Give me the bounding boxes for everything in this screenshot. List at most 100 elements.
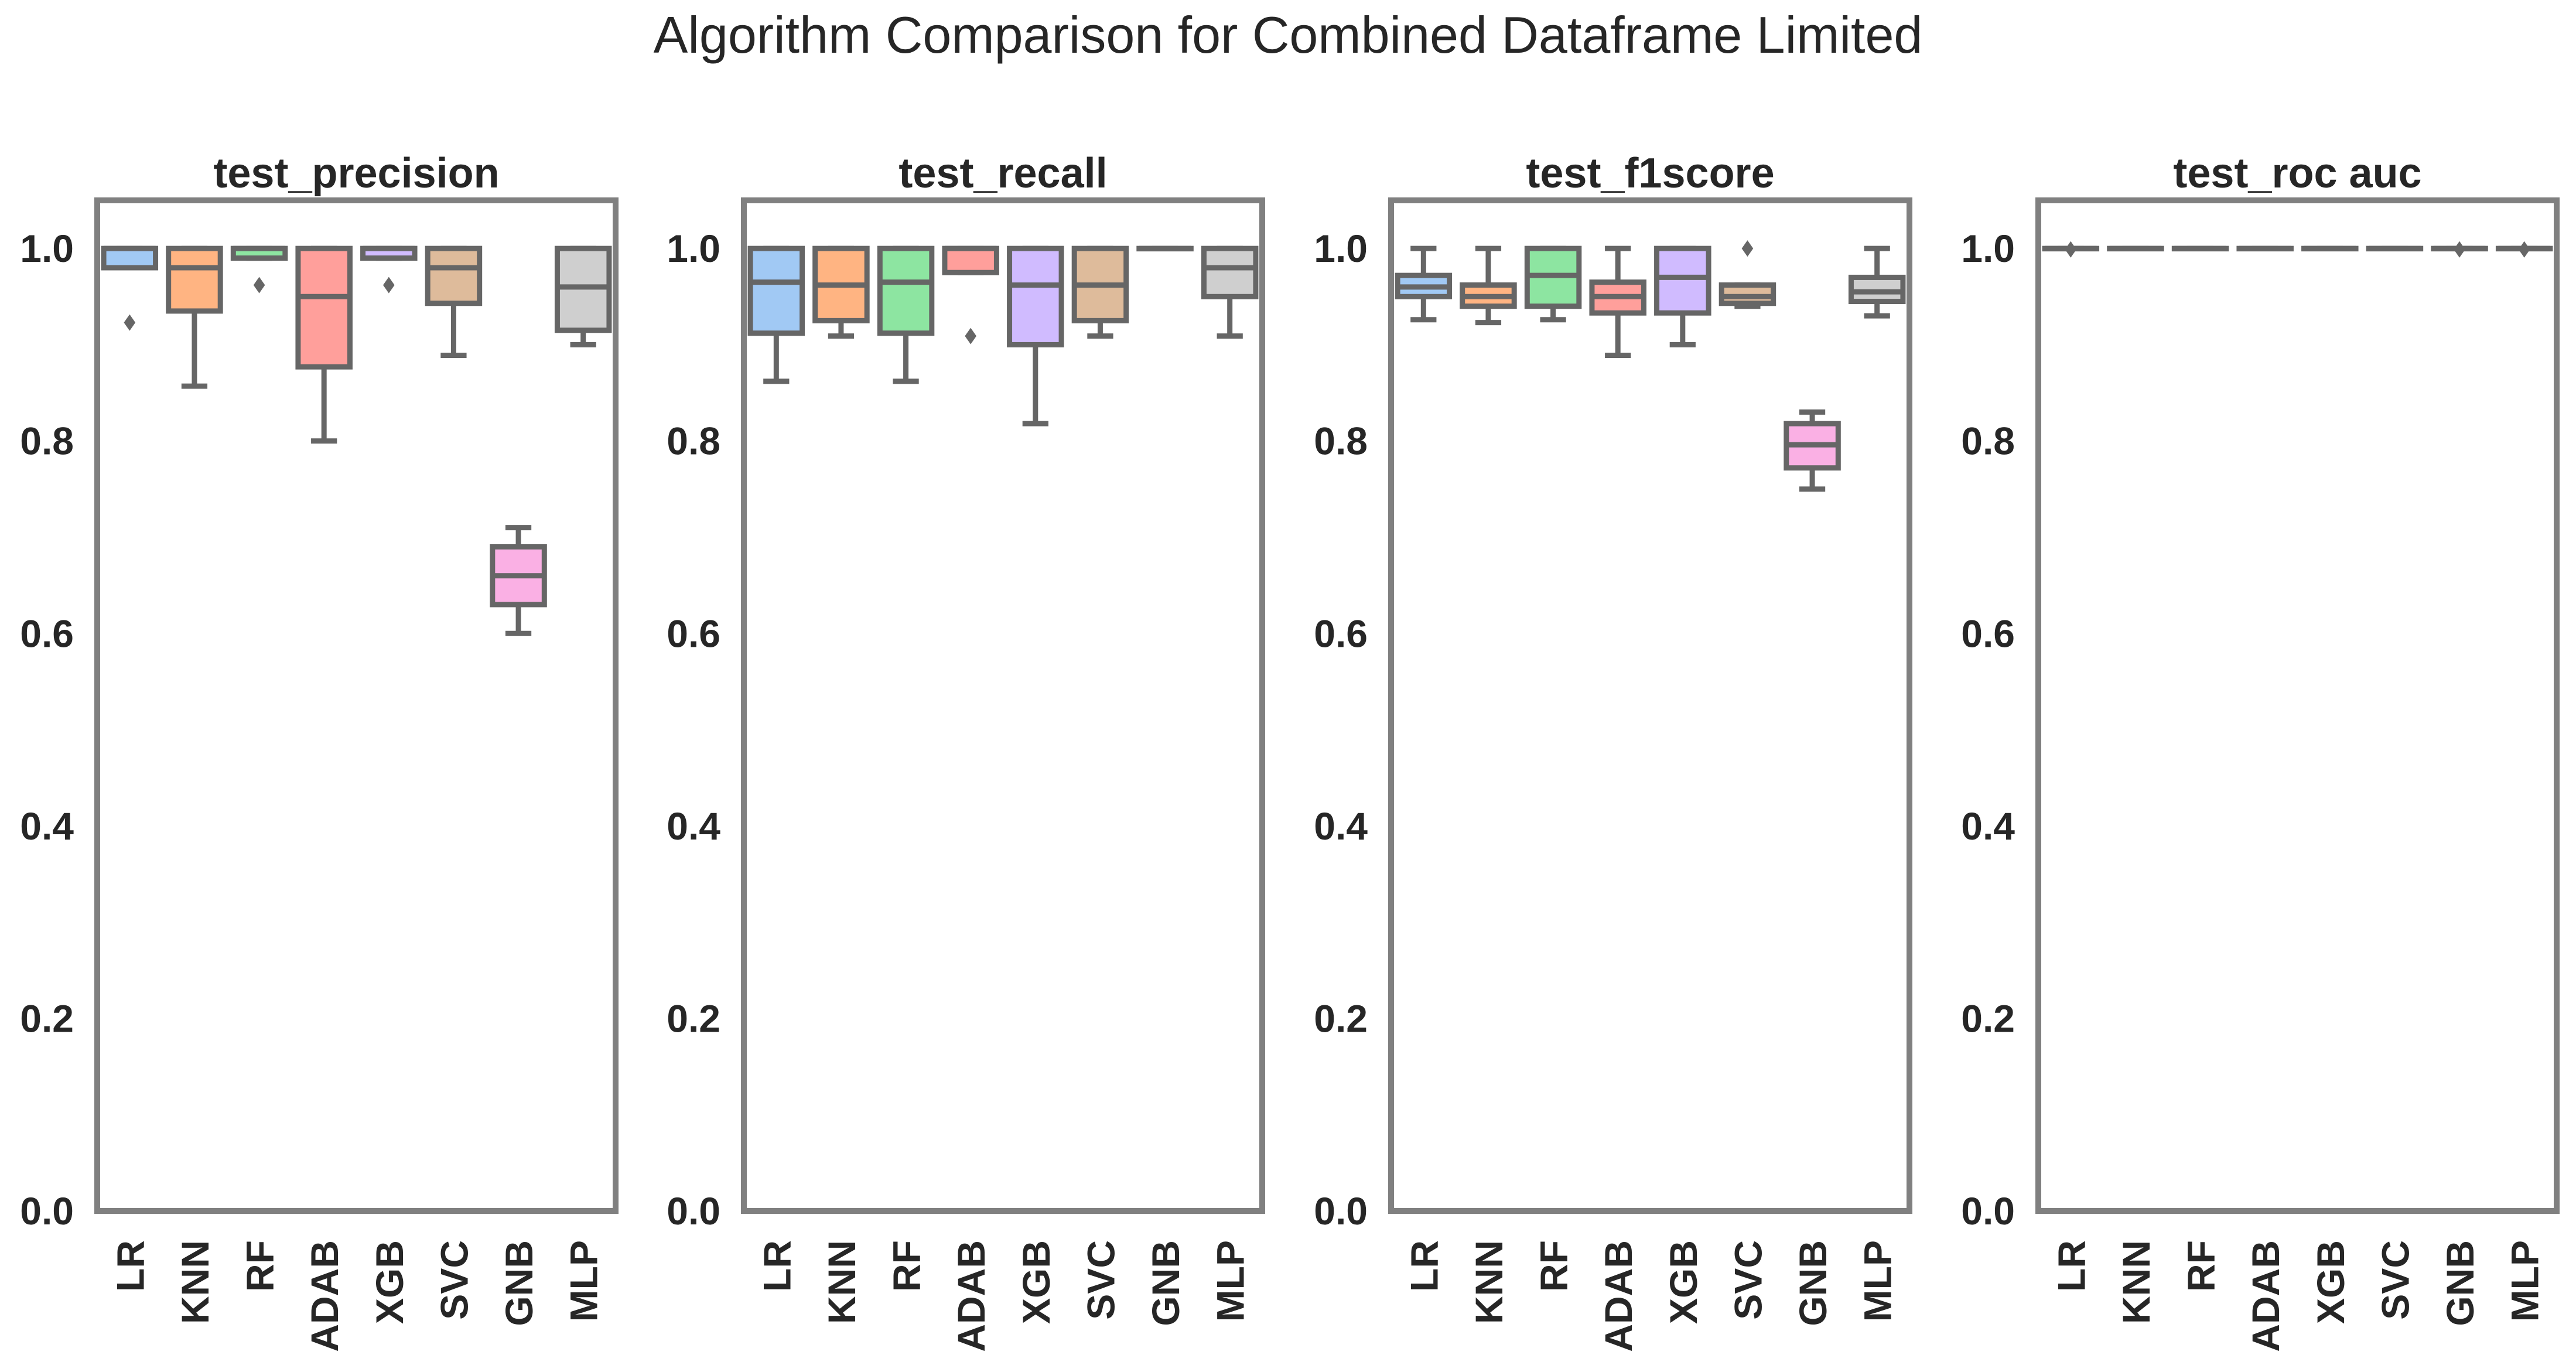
box-xgb xyxy=(360,245,418,294)
box-gnb xyxy=(1784,409,1841,492)
box-mlp xyxy=(1201,245,1259,339)
box-rf xyxy=(2171,245,2229,252)
box-gnb xyxy=(490,525,547,636)
x-tick-label: KNN xyxy=(2114,1240,2158,1324)
box-rf xyxy=(230,245,288,294)
x-tick-label: RF xyxy=(238,1240,282,1292)
box-xgb xyxy=(2301,245,2359,252)
axes-frame xyxy=(94,197,619,1214)
x-tick-label: LR xyxy=(108,1240,152,1292)
y-tick-label: 0.0 xyxy=(20,1189,74,1233)
y-tick-label: 0.2 xyxy=(1314,997,1368,1040)
box-svc xyxy=(425,245,483,358)
x-tick-label: LR xyxy=(1402,1240,1446,1292)
x-tick-label: GNB xyxy=(497,1240,541,1326)
panel-title: test_precision xyxy=(213,150,499,197)
box-body xyxy=(101,245,159,271)
box-knn xyxy=(166,245,223,389)
box-body xyxy=(425,245,483,306)
axes-frame xyxy=(2035,197,2560,1214)
y-tick-label: 0.2 xyxy=(1961,997,2015,1040)
x-tick-label: SVC xyxy=(1726,1240,1769,1320)
x-tick-label: XGB xyxy=(2309,1240,2352,1324)
x-tick-label: KNN xyxy=(1467,1240,1511,1324)
outlier-point xyxy=(1741,240,1754,257)
box-xgb xyxy=(1654,245,1711,347)
box-lr xyxy=(2042,241,2100,258)
box-svc xyxy=(2366,245,2424,252)
x-tick-label: XGB xyxy=(1014,1240,1058,1324)
outlier-point xyxy=(2518,241,2530,258)
y-tick-label: 0.8 xyxy=(1961,419,2015,463)
panel-test-roc-auc: test_roc auc 0.0 0.2 0.4 0.6 0.8 1.0 LR KNN RF ADA… xyxy=(1961,150,2560,1352)
box-gnb xyxy=(2431,241,2488,258)
y-tick-label: 0.8 xyxy=(1314,419,1368,463)
x-tick-label: KNN xyxy=(820,1240,863,1324)
x-tick-label: GNB xyxy=(2438,1240,2482,1326)
outlier-point xyxy=(965,327,976,344)
y-tick-label: 0.4 xyxy=(1961,804,2015,848)
panel-title: test_roc auc xyxy=(2173,150,2421,197)
y-tick-label: 0.2 xyxy=(20,997,74,1040)
x-tick-label: ADAB xyxy=(303,1240,346,1352)
outlier-point xyxy=(253,277,265,294)
box-body xyxy=(295,245,353,370)
x-tick-label: MLP xyxy=(562,1240,606,1322)
panel-test-precision: test_precision 0.0 0.2 0.4 0.6 0.8 1.0 LR KNN RF A… xyxy=(20,150,619,1352)
box-lr xyxy=(101,245,159,331)
panel-test-recall: test_recall 0.0 0.2 0.4 0.6 0.8 1.0 LR KNN RF ADAB… xyxy=(667,150,1265,1352)
x-tick-label: KNN xyxy=(173,1240,217,1324)
axes-frame xyxy=(1388,197,1912,1214)
x-tick-label: RF xyxy=(885,1240,928,1292)
box-adab xyxy=(2236,245,2294,252)
y-tick-label: 0.2 xyxy=(667,997,720,1040)
axes-frame xyxy=(741,197,1265,1214)
box-body xyxy=(942,245,999,275)
x-tick-label: SVC xyxy=(2373,1240,2417,1320)
y-tick-label: 0.6 xyxy=(667,612,720,655)
y-tick-label: 1.0 xyxy=(1314,227,1368,270)
y-tick-label: 0.0 xyxy=(1314,1189,1368,1233)
x-tick-label: MLP xyxy=(2503,1240,2547,1322)
x-tick-label: GNB xyxy=(1144,1240,1187,1326)
box-body xyxy=(747,245,805,336)
box-body xyxy=(877,245,935,336)
x-tick-label: RF xyxy=(1532,1240,1576,1292)
box-rf xyxy=(877,245,935,384)
panel-test-f1score: test_f1score 0.0 0.2 0.4 0.6 0.8 1.0 LR KNN RF ADA… xyxy=(1314,150,1912,1352)
box-lr xyxy=(1395,245,1453,323)
y-tick-label: 0.6 xyxy=(1314,612,1368,655)
y-tick-label: 0.0 xyxy=(667,1189,720,1233)
y-tick-label: 1.0 xyxy=(1961,227,2015,270)
x-tick-label: XGB xyxy=(1662,1240,1705,1324)
x-tick-label: SVC xyxy=(432,1240,476,1320)
figure-title: Algorithm Comparison for Combined Datafr… xyxy=(654,6,1923,64)
x-tick-label: ADAB xyxy=(1597,1240,1640,1352)
outlier-point xyxy=(2454,241,2465,258)
x-tick-label: MLP xyxy=(1856,1240,1899,1322)
box-svc xyxy=(1071,245,1129,339)
box-adab xyxy=(942,245,999,344)
y-tick-label: 0.6 xyxy=(20,612,74,655)
box-mlp xyxy=(2495,241,2553,258)
y-tick-label: 0.4 xyxy=(20,804,74,848)
y-tick-label: 0.8 xyxy=(20,419,74,463)
box-xgb xyxy=(1007,245,1064,426)
outlier-point xyxy=(383,277,395,294)
box-rf xyxy=(1524,245,1582,323)
x-tick-label: SVC xyxy=(1079,1240,1122,1320)
box-adab xyxy=(295,245,353,444)
box-body xyxy=(166,245,223,314)
outlier-point xyxy=(124,314,136,331)
box-body xyxy=(1654,245,1711,316)
y-tick-label: 0.8 xyxy=(667,419,720,463)
panel-title: test_f1score xyxy=(1526,150,1774,197)
x-tick-label: XGB xyxy=(368,1240,411,1324)
x-tick-label: ADAB xyxy=(2244,1240,2287,1352)
panel-title: test_recall xyxy=(898,150,1107,197)
box-mlp xyxy=(1848,245,1906,319)
y-tick-label: 0.0 xyxy=(1961,1189,2015,1233)
box-lr xyxy=(747,245,805,384)
box-knn xyxy=(2107,245,2164,252)
